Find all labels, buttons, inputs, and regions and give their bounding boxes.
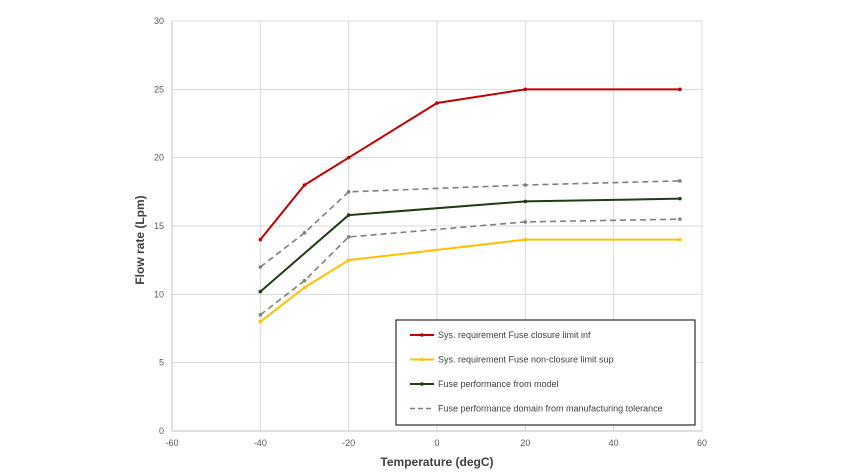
data-point bbox=[303, 279, 307, 283]
legend-label: Fuse performance from model bbox=[438, 379, 559, 389]
data-point bbox=[347, 258, 351, 262]
legend-marker bbox=[420, 382, 424, 386]
legend-label: Fuse performance domain from manufacturi… bbox=[438, 404, 663, 414]
data-point bbox=[259, 290, 263, 294]
x-tick-label: 60 bbox=[697, 438, 707, 448]
series-line bbox=[260, 181, 680, 267]
data-point bbox=[678, 179, 682, 183]
series-line bbox=[260, 89, 680, 239]
data-point bbox=[259, 313, 263, 317]
data-point bbox=[347, 156, 351, 160]
data-point bbox=[524, 220, 528, 224]
flow-rate-chart: -60 -40 -20 0 20 40 60 0 5 10 15 20 25 30 Temperature… bbox=[0, 0, 843, 474]
data-point bbox=[259, 265, 263, 269]
data-point bbox=[524, 183, 528, 187]
chart-container: -60 -40 -20 0 20 40 60 0 5 10 15 20 25 30 Temperature… bbox=[0, 0, 843, 474]
series-1 bbox=[259, 88, 682, 242]
data-point bbox=[347, 235, 351, 239]
legend-label: Sys. requirement Fuse closure limit inf bbox=[438, 330, 591, 340]
data-point bbox=[678, 197, 682, 201]
data-point bbox=[678, 88, 682, 92]
y-tick-label: 25 bbox=[154, 84, 164, 94]
x-tick-label: 0 bbox=[434, 438, 439, 448]
data-point bbox=[303, 231, 307, 235]
data-point bbox=[435, 101, 439, 105]
data-point bbox=[259, 320, 263, 324]
legend-item: Sys. requirement Fuse closure limit inf bbox=[410, 330, 591, 340]
data-point bbox=[678, 217, 682, 221]
data-point bbox=[524, 238, 528, 242]
legend: Sys. requirement Fuse closure limit inf S… bbox=[396, 320, 695, 425]
legend-label: Sys. requirement Fuse non-closure limit … bbox=[438, 355, 614, 365]
y-tick-label: 10 bbox=[154, 289, 164, 299]
data-point bbox=[303, 183, 307, 187]
series-2 bbox=[259, 238, 682, 324]
x-axis-title: Temperature (degC) bbox=[380, 455, 493, 469]
y-tick-label: 15 bbox=[154, 221, 164, 231]
y-tick-label: 30 bbox=[154, 16, 164, 26]
series-5 bbox=[259, 217, 682, 316]
data-point bbox=[524, 88, 528, 92]
legend-item: Sys. requirement Fuse non-closure limit … bbox=[410, 355, 614, 365]
y-tick-label: 0 bbox=[159, 426, 164, 436]
data-point bbox=[259, 238, 263, 242]
data-point bbox=[303, 286, 307, 290]
x-tick-label: -20 bbox=[342, 438, 355, 448]
y-axis-title: Flow rate (Lpm) bbox=[133, 195, 147, 284]
legend-marker bbox=[420, 333, 424, 337]
data-point bbox=[524, 200, 528, 204]
series-line bbox=[260, 219, 680, 315]
y-tick-label: 20 bbox=[154, 153, 164, 163]
data-point bbox=[347, 213, 351, 217]
legend-item: Fuse performance domain from manufacturi… bbox=[410, 404, 663, 414]
x-tick-label: 40 bbox=[609, 438, 619, 448]
x-tick-label: -60 bbox=[165, 438, 178, 448]
data-point bbox=[347, 190, 351, 194]
series-line bbox=[260, 240, 680, 322]
x-tick-label: 20 bbox=[520, 438, 530, 448]
series-layer bbox=[259, 88, 682, 324]
y-tick-label: 5 bbox=[159, 358, 164, 368]
data-point bbox=[678, 238, 682, 242]
legend-marker bbox=[420, 358, 424, 362]
series-4 bbox=[259, 179, 682, 269]
x-tick-label: -40 bbox=[254, 438, 267, 448]
